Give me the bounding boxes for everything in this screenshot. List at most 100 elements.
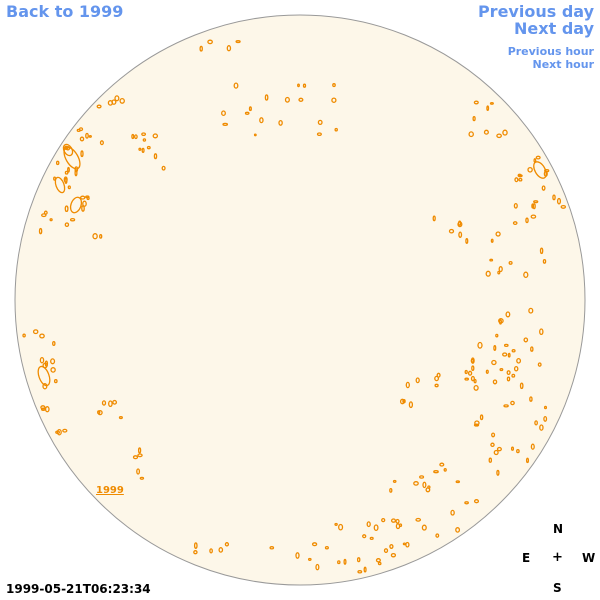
contour-blob [468,131,474,138]
contour-blob [141,132,147,137]
contour-blob [199,45,203,52]
contour-blob [369,536,374,541]
contour-blob [32,329,39,335]
contour-blob [316,132,322,137]
next-day-link[interactable]: Next day [514,19,594,38]
contour-blob [363,566,367,573]
contour-blob [503,343,509,348]
contour-blob [259,117,264,124]
contour-blob [473,100,479,105]
magnetic-contours [22,39,567,574]
contour-blob [474,420,480,426]
contour-blob [39,333,45,339]
contour-blob [434,383,439,388]
contour-blob [496,133,502,139]
contour-blob [507,352,511,358]
contour-blob [511,373,516,378]
contour-blob [112,399,118,405]
contour-blob [331,97,337,103]
contour-blob [390,552,397,558]
contour-blob [302,83,307,88]
contour-blob [99,234,103,239]
contour-blob [473,499,480,504]
contour-blob [421,524,427,531]
contour-blob [544,169,550,173]
contour-blob [528,307,534,314]
contour-blob [539,424,544,431]
contour-blob [517,173,522,177]
compass-west: W [582,551,596,565]
contour-ring [37,365,51,387]
contour-blob [278,119,283,126]
contour-blob [533,200,539,204]
contour-blob [317,119,323,126]
contour-blob [436,372,441,378]
contour-blob [298,97,304,102]
contour-blob [485,369,489,374]
contour-blob [244,111,250,115]
contour-blob [513,202,518,209]
contour-blob [139,476,145,480]
contour-blob [510,446,515,451]
contour-blob [69,217,76,222]
contour-blob [389,544,394,549]
contour-blob [519,382,524,390]
contour-blob [111,99,117,105]
contour-blob [356,557,361,563]
contour-blob [137,447,142,454]
contour-ring [69,196,83,214]
contour-blob [85,195,90,199]
contour-blob [458,220,462,226]
contour-blob [161,165,166,171]
contour-blob [142,138,147,142]
contour-blob [471,365,475,372]
contour-blob [477,341,483,349]
contour-blob [470,375,475,382]
contour-blob [138,147,142,151]
contour-blob [134,134,138,140]
compass-north: N [553,522,564,536]
contour-blob [146,145,151,150]
contour-blob [479,414,484,421]
contour-blob [527,166,533,173]
contour-blob [64,170,69,175]
contour-blob [40,405,46,410]
contour-blob [88,134,92,138]
contour-blob [539,247,544,255]
compass-south: S [553,581,562,595]
contour-blob [473,384,479,391]
contour-blob [324,545,329,550]
previous-day-link[interactable]: Previous day [477,2,594,21]
contour-blob [193,550,198,555]
contour-blob [41,213,47,218]
contour-blob [542,258,547,264]
contour-blob [530,214,537,219]
next-hour-link[interactable]: Next hour [532,58,595,71]
contour-blob [450,509,455,516]
contour-blob [311,542,318,547]
contour-blob [101,400,107,406]
contour-blob [221,110,226,117]
contour-blob [455,527,461,533]
back-to-year-link[interactable]: Back to 1999 [6,2,124,21]
contour-blob [67,185,71,190]
contour-blob [381,517,386,523]
contour-blob [543,415,548,422]
previous-hour-link[interactable]: Previous hour [507,45,594,58]
contour-blob [490,442,495,448]
contour-blob [493,449,499,456]
contour-blob [108,400,113,408]
compass-east: E [522,551,531,565]
contour-blob [472,115,476,122]
contour-blob [495,231,501,237]
contour-blob [137,453,143,458]
contour-blob [222,122,229,127]
contour-blob [537,362,542,367]
observation-timestamp: 1999-05-21T06:23:34 [6,582,151,596]
contour-blob [505,311,511,318]
year-marker-link[interactable]: 1999 [96,485,124,496]
contour-blob [432,215,436,222]
contour-blob [464,377,470,381]
contour-blob [439,462,445,467]
